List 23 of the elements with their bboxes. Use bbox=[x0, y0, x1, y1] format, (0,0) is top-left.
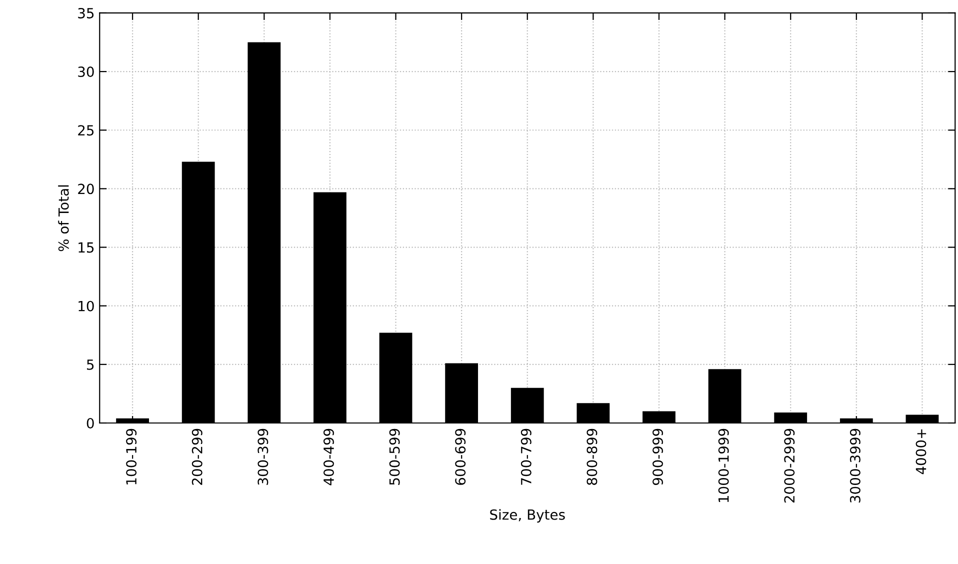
y-tick-label: 0 bbox=[86, 418, 94, 428]
y-axis-title: % of Total bbox=[58, 185, 69, 252]
x-tick-label: 300-399 bbox=[258, 428, 268, 485]
y-tick-label: 30 bbox=[78, 66, 94, 78]
y-tick-label: 5 bbox=[87, 360, 94, 370]
x-tick-label: 1000-1999 bbox=[718, 428, 729, 502]
y-tick-label: 15 bbox=[78, 242, 94, 253]
x-axis-title: Size, Bytes bbox=[490, 509, 565, 523]
x-tick-label: 700-799 bbox=[520, 428, 532, 485]
x-tick-label: 2000-2999 bbox=[784, 428, 795, 503]
y-tick-label: 20 bbox=[78, 184, 94, 194]
y-tick-label: 10 bbox=[78, 300, 94, 312]
x-tick-label: 500-599 bbox=[389, 428, 400, 485]
y-tick-label: 25 bbox=[78, 125, 94, 136]
x-tick-label: 800-899 bbox=[586, 428, 598, 485]
x-tick-label: 4000+ bbox=[916, 429, 926, 474]
x-tick-label: 400-499 bbox=[323, 428, 334, 486]
x-tick-label: 600-699 bbox=[455, 428, 466, 485]
x-tick-label: 3000-3999 bbox=[850, 428, 860, 503]
x-tick-label: 100-199 bbox=[126, 428, 137, 484]
x-tick-label: 200-299 bbox=[192, 428, 202, 485]
y-tick-label: 35 bbox=[78, 8, 94, 18]
x-tick-label: 900-999 bbox=[652, 428, 664, 486]
